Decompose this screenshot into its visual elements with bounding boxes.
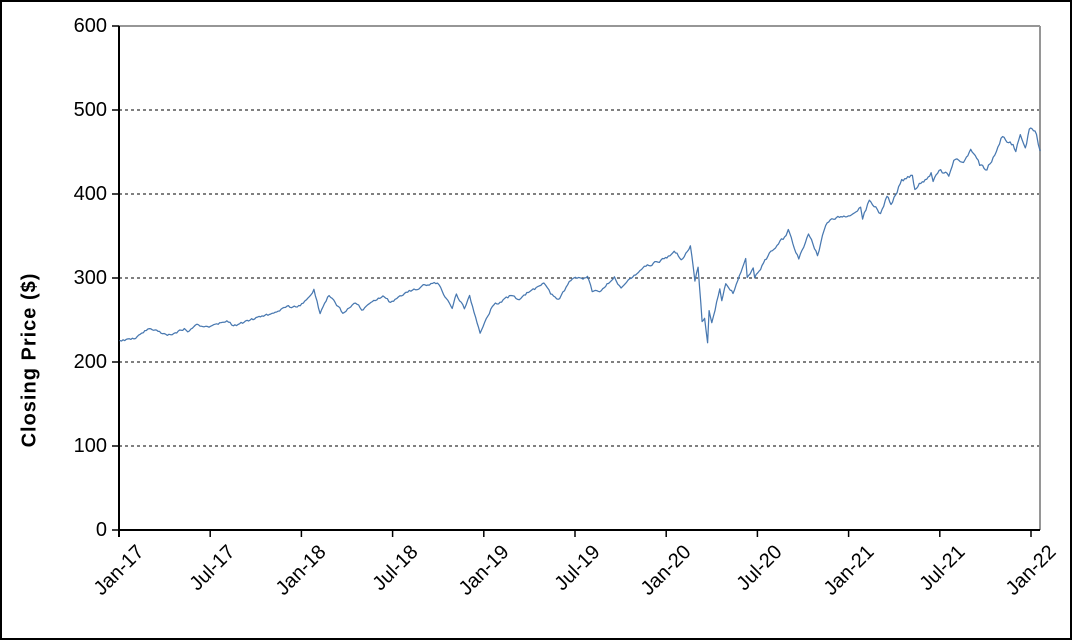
y-tick-label: 400 bbox=[73, 183, 107, 205]
y-tick-label: 200 bbox=[73, 351, 107, 373]
y-tick-label: 600 bbox=[73, 15, 107, 37]
y-tick-label: 0 bbox=[95, 519, 107, 541]
y-tick-label: 500 bbox=[73, 99, 107, 121]
x-tick-label: Jan-20 bbox=[636, 541, 696, 600]
y-tick-label: 100 bbox=[73, 435, 107, 457]
y-tick-label: 300 bbox=[73, 267, 107, 289]
y-axis-title: Closing Price ($) bbox=[18, 272, 41, 448]
x-tick-label: Jul-17 bbox=[185, 541, 240, 596]
x-tick-label: Jul-21 bbox=[915, 541, 970, 596]
x-tick-label: Jan-22 bbox=[1001, 541, 1061, 600]
x-tick-label: Jan-18 bbox=[272, 541, 331, 600]
x-tick-label: Jan-19 bbox=[454, 541, 514, 600]
x-tick-label: Jul-19 bbox=[550, 541, 605, 596]
x-tick-label: Jul-20 bbox=[732, 541, 787, 596]
x-tick-label: Jan-17 bbox=[89, 541, 149, 600]
x-tick-label: Jul-18 bbox=[368, 541, 423, 596]
closing-price-line bbox=[119, 127, 1041, 344]
x-tick-label: Jan-21 bbox=[819, 541, 879, 600]
